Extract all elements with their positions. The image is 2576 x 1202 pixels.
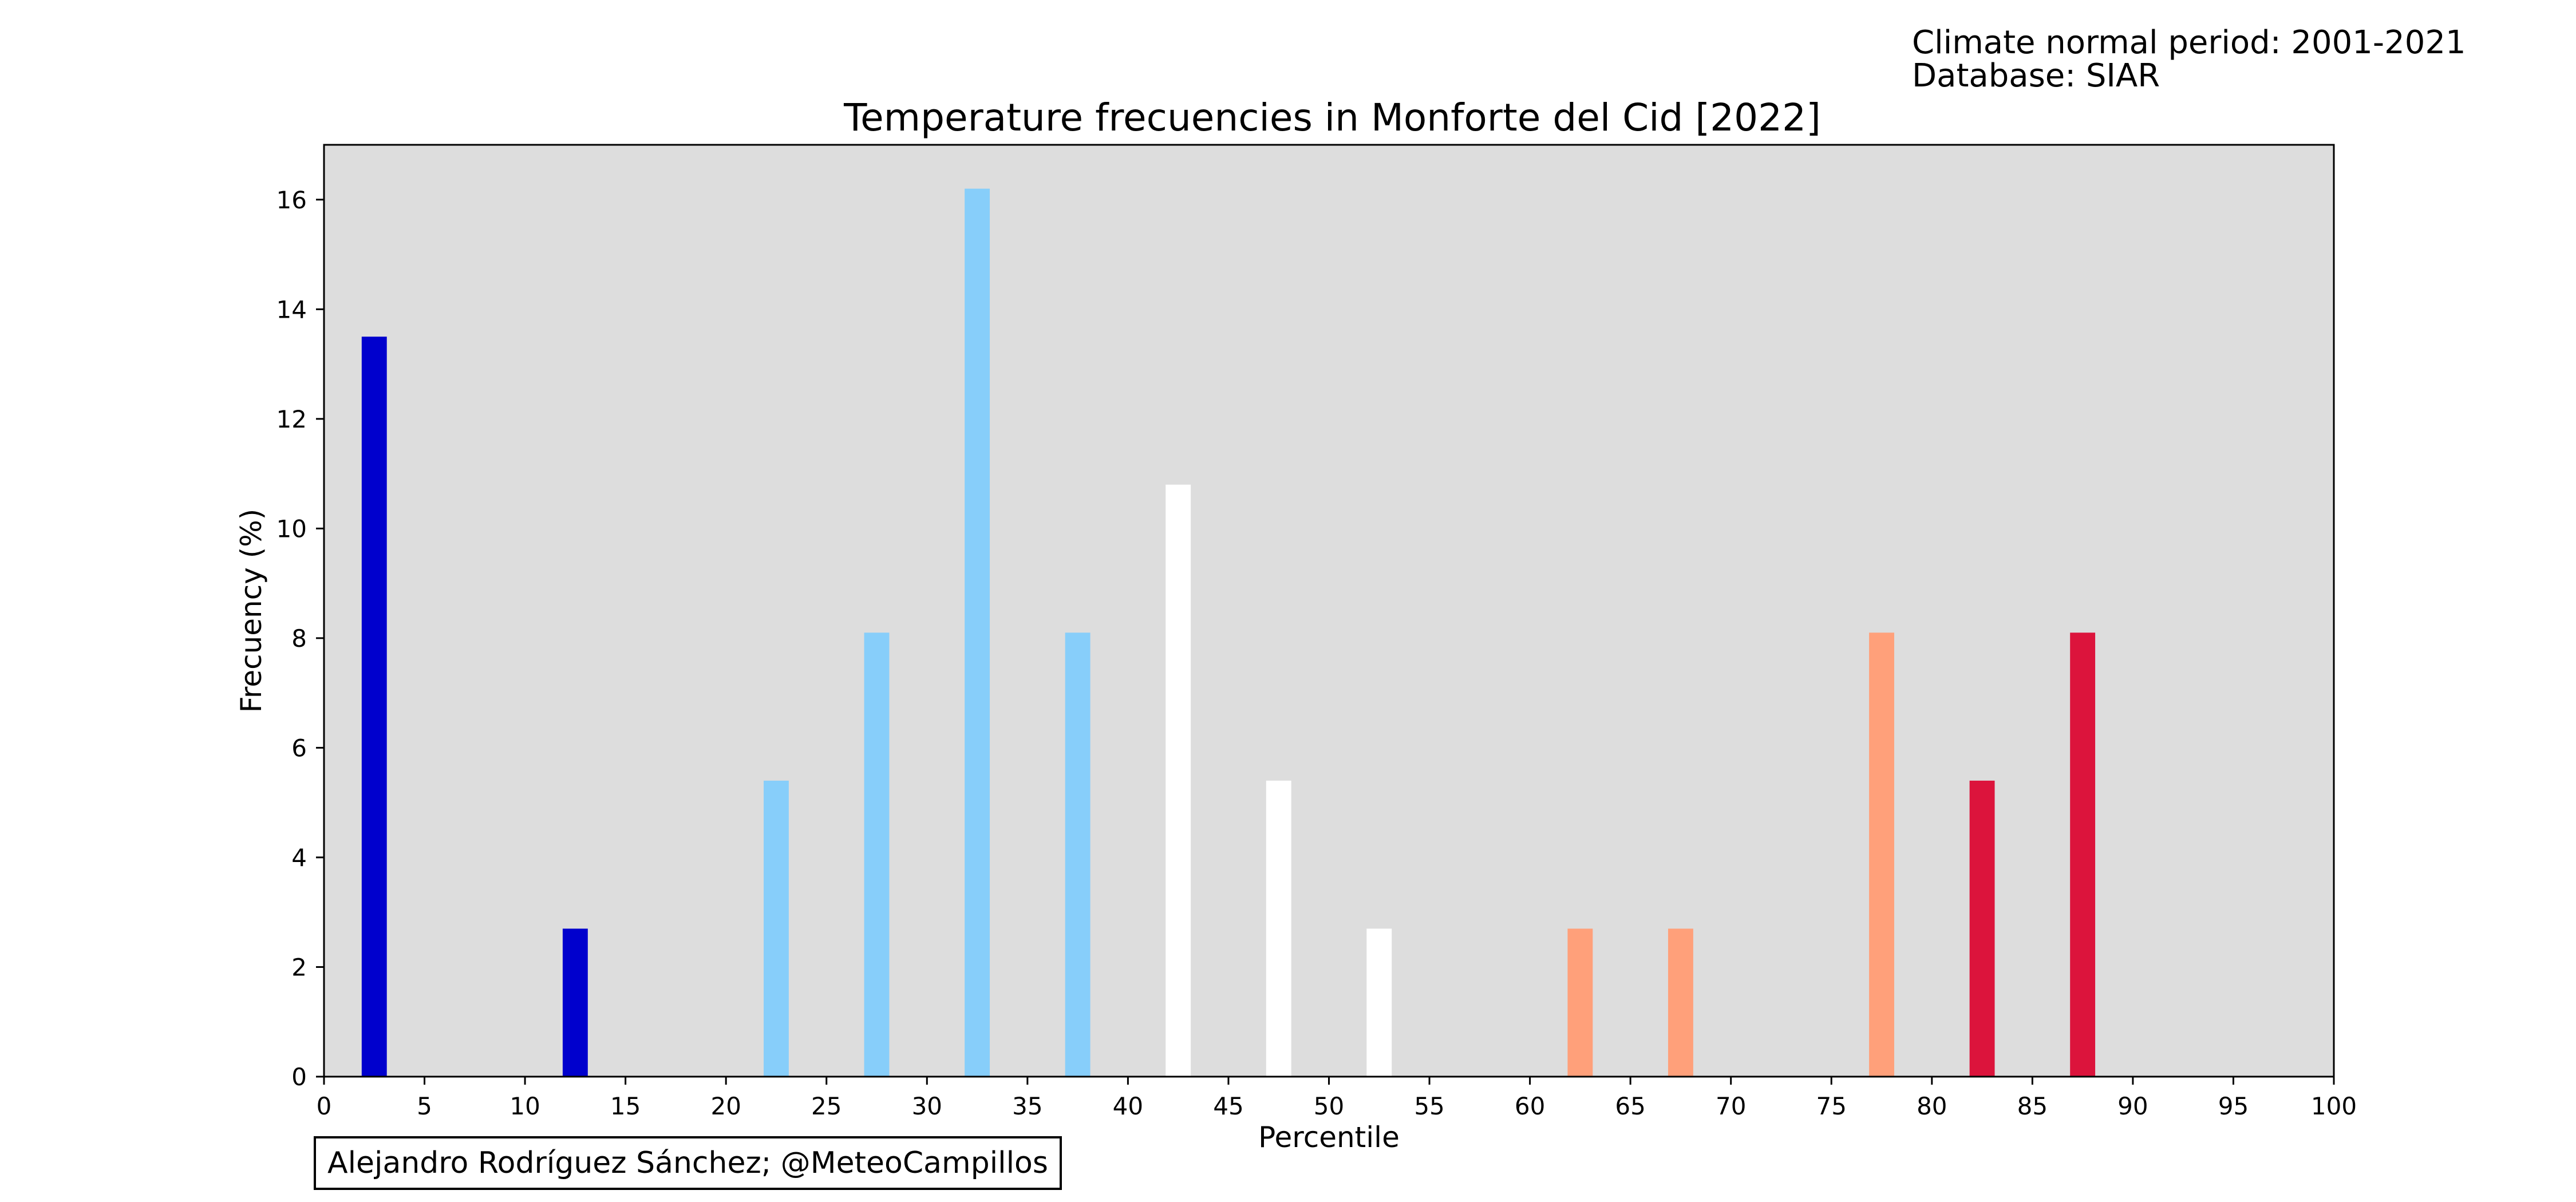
x-tick-label-100: 100 bbox=[2311, 1092, 2357, 1120]
x-tick-label-40: 40 bbox=[1113, 1092, 1143, 1120]
bar-27.5 bbox=[864, 632, 890, 1077]
x-tick-label-50: 50 bbox=[1314, 1092, 1344, 1120]
bar-87.5 bbox=[2070, 632, 2096, 1077]
x-tick-label-70: 70 bbox=[1716, 1092, 1746, 1120]
x-tick-label-15: 15 bbox=[610, 1092, 641, 1120]
bar-47.5 bbox=[1266, 780, 1291, 1077]
y-tick-label-6: 6 bbox=[291, 734, 307, 762]
bar-42.5 bbox=[1165, 484, 1191, 1077]
bar-37.5 bbox=[1065, 632, 1091, 1077]
x-tick-label-75: 75 bbox=[1816, 1092, 1847, 1120]
y-axis-label: Frecuency (%) bbox=[235, 509, 268, 713]
x-tick-label-35: 35 bbox=[1012, 1092, 1042, 1120]
x-axis-label: Percentile bbox=[1258, 1121, 1400, 1154]
y-tick-label-2: 2 bbox=[291, 953, 307, 981]
chart-title: Temperature frecuencies in Monforte del … bbox=[844, 96, 1821, 140]
bar-32.5 bbox=[965, 188, 990, 1077]
bar-52.5 bbox=[1366, 928, 1392, 1077]
bar-22.5 bbox=[764, 780, 789, 1077]
y-tick-label-10: 10 bbox=[276, 515, 307, 543]
climate-normal-period: Climate normal period: 2001-2021 bbox=[1912, 24, 2466, 61]
x-tick-label-90: 90 bbox=[2117, 1092, 2148, 1120]
x-tick-label-85: 85 bbox=[2017, 1092, 2048, 1120]
bar-2.5 bbox=[361, 337, 387, 1077]
bars bbox=[361, 188, 2096, 1077]
x-tick-label-65: 65 bbox=[1615, 1092, 1645, 1120]
x-tick-label-10: 10 bbox=[509, 1092, 540, 1120]
y-tick-label-0: 0 bbox=[291, 1063, 307, 1091]
bar-82.5 bbox=[1969, 780, 1995, 1077]
x-tick-label-5: 5 bbox=[417, 1092, 432, 1120]
author-credit: Alejandro Rodríguez Sánchez; @MeteoCampi… bbox=[314, 1136, 1062, 1190]
x-tick-label-0: 0 bbox=[317, 1092, 332, 1120]
x-tick-label-80: 80 bbox=[1917, 1092, 1947, 1120]
y-tick-label-12: 12 bbox=[276, 405, 307, 433]
y-tick-label-14: 14 bbox=[276, 295, 307, 323]
y-tick-label-16: 16 bbox=[276, 186, 307, 214]
x-tick-label-60: 60 bbox=[1515, 1092, 1545, 1120]
x-tick-label-25: 25 bbox=[811, 1092, 841, 1120]
y-tick-label-8: 8 bbox=[291, 624, 307, 653]
x-tick-label-55: 55 bbox=[1414, 1092, 1444, 1120]
y-axis-ticks: 0 2 4 6 8 10 12 14 16 bbox=[276, 186, 324, 1091]
x-tick-label-30: 30 bbox=[912, 1092, 942, 1120]
x-tick-label-20: 20 bbox=[710, 1092, 741, 1120]
plot-area bbox=[324, 145, 2334, 1077]
bar-62.5 bbox=[1567, 928, 1593, 1077]
x-tick-label-95: 95 bbox=[2218, 1092, 2249, 1120]
x-tick-label-45: 45 bbox=[1213, 1092, 1243, 1120]
bar-77.5 bbox=[1869, 632, 1894, 1077]
bar-12.5 bbox=[562, 928, 588, 1077]
database-label: Database: SIAR bbox=[1912, 57, 2160, 94]
y-tick-label-4: 4 bbox=[291, 844, 307, 872]
x-axis-ticks: 0 5 10 15 20 25 30 35 40 45 50 55 60 65 70 75 80 85 90 95 10… bbox=[317, 1077, 2357, 1120]
bar-67.5 bbox=[1668, 928, 1693, 1077]
